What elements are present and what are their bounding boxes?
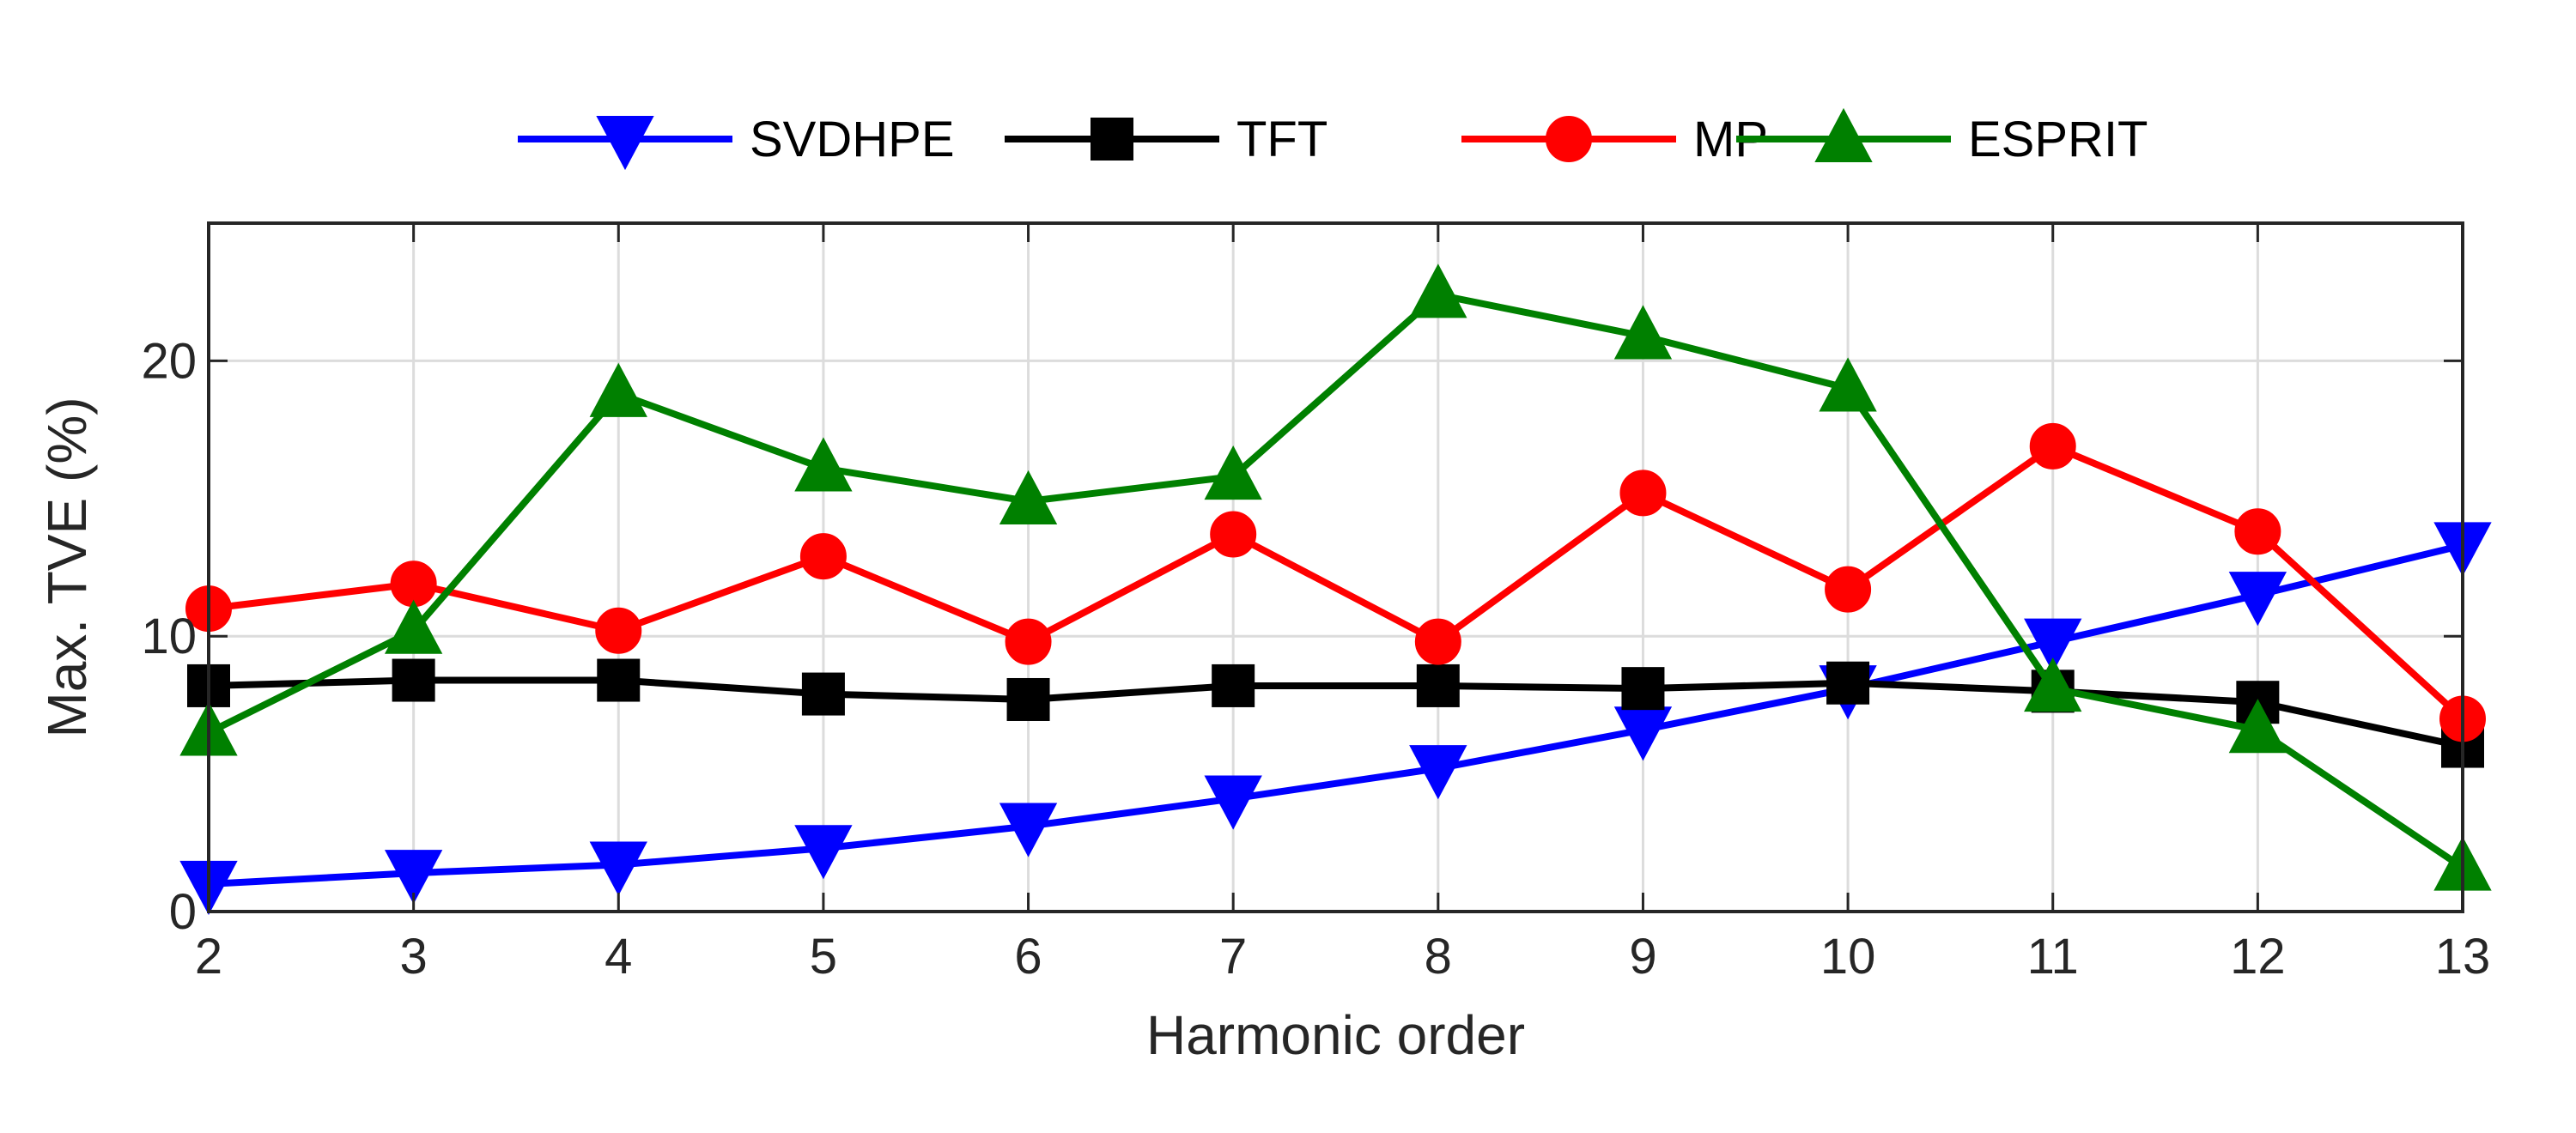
point-mp (2029, 422, 2076, 470)
series-esprit (179, 264, 2492, 891)
point-svdhpe (2024, 618, 2082, 673)
x-tick-label: 13 (2435, 929, 2491, 985)
point-mp (1414, 618, 1461, 665)
point-tft (1212, 663, 1255, 707)
legend-label-tft: TFT (1236, 112, 1327, 167)
x-tick-label: 9 (1629, 929, 1656, 985)
point-svdhpe (794, 825, 853, 880)
point-tft (801, 672, 845, 716)
point-mp (2234, 508, 2281, 555)
series-tft (187, 658, 2484, 768)
series-svdhpe (179, 522, 2492, 916)
x-tick-label: 2 (195, 929, 222, 985)
point-esprit (2228, 699, 2287, 754)
point-svdhpe (589, 841, 647, 896)
point-esprit (999, 470, 1058, 525)
point-tft (392, 658, 435, 702)
ticks: 2 3 4 5 6 7 8 9 10 11 12 13 0 10 20 (141, 223, 2490, 985)
point-mp (799, 533, 847, 580)
series-line-mp (208, 442, 2465, 722)
point-esprit (2024, 657, 2082, 712)
point-esprit (794, 437, 853, 492)
legend-label-svdhpe: SVDHPE (750, 112, 955, 167)
point-mp (1825, 566, 1872, 613)
x-tick-label: 11 (2027, 929, 2079, 985)
point-tft (1006, 677, 1050, 721)
y-tick-label: 20 (141, 333, 197, 389)
y-axis-title: Max. TVE (%) (36, 397, 98, 737)
x-tick-label: 12 (2230, 929, 2286, 985)
point-tft (1621, 667, 1665, 711)
x-tick-label: 6 (1014, 929, 1042, 985)
plot-frame (207, 221, 2464, 913)
legend-item-tft: TFT (1005, 112, 1327, 167)
point-mp (390, 560, 437, 608)
x-tick-label: 4 (605, 929, 632, 985)
point-tft (1826, 661, 1870, 705)
legend-marker-svdhpe (596, 116, 654, 171)
legend-item-svdhpe: SVDHPE (518, 112, 955, 171)
point-svdhpe (999, 803, 1058, 857)
x-tick-label: 7 (1219, 929, 1247, 985)
y-tick-label: 0 (169, 884, 197, 940)
point-mp (1210, 511, 1257, 558)
series-line-esprit (207, 291, 2465, 870)
x-tick-label: 8 (1425, 929, 1452, 985)
point-esprit (1613, 305, 1673, 360)
point-svdhpe (2228, 572, 2287, 627)
point-svdhpe (384, 850, 443, 905)
point-esprit (589, 362, 647, 417)
x-axis-title: Harmonic order (1146, 1004, 1525, 1066)
point-mp (1005, 618, 1052, 665)
grid (207, 223, 2464, 913)
legend-marker-mp (1546, 116, 1592, 162)
series-layer (179, 264, 2492, 916)
legend-marker-esprit (1814, 107, 1873, 162)
legend-label-esprit: ESPRIT (1968, 112, 2148, 167)
point-tft (597, 658, 641, 702)
legend-item-esprit: ESPRIT (1736, 107, 2148, 167)
series-mp (185, 422, 2486, 742)
point-esprit (384, 599, 443, 654)
point-svdhpe (1204, 775, 1262, 830)
x-tick-label: 10 (1820, 929, 1876, 985)
point-tft (1416, 663, 1460, 707)
legend: SVDHPE TFT MP ESPRIT (518, 107, 2148, 171)
legend-marker-tft (1091, 118, 1133, 161)
point-mp (1619, 470, 1667, 517)
y-tick-label: 10 (141, 609, 197, 664)
x-tick-label: 3 (400, 929, 428, 985)
point-mp (595, 607, 642, 654)
x-tick-label: 5 (810, 929, 837, 985)
point-esprit (1409, 264, 1467, 318)
point-svdhpe (1409, 745, 1467, 800)
series-line-svdhpe (208, 542, 2464, 888)
series-line-tft (208, 676, 2464, 750)
point-esprit (1204, 445, 1262, 500)
point-esprit (1819, 357, 1877, 412)
legend-item-mp: MP (1461, 112, 1768, 167)
